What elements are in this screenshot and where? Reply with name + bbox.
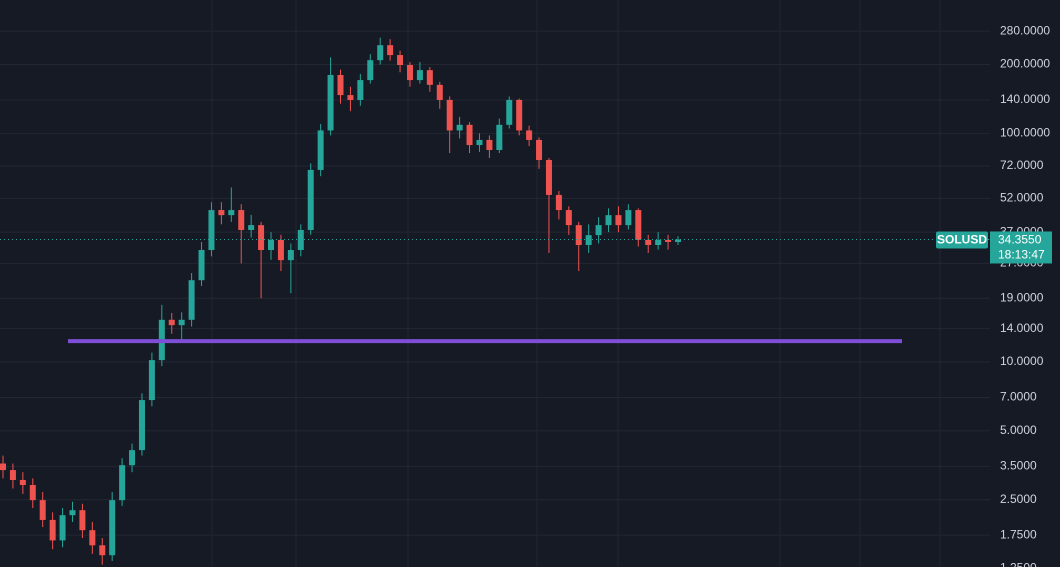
candle-body [347,95,354,100]
candle-body [148,360,155,401]
candle-body [188,280,195,320]
candle-body [655,239,662,245]
candle-body [645,239,652,245]
y-tick-label: 5.0000 [1000,423,1037,437]
candle-body [436,84,443,100]
candle-body [416,70,423,81]
candle-body [635,210,642,240]
y-tick-label: 2.5000 [1000,492,1037,506]
candle-body [456,124,463,131]
candle-body [506,99,513,125]
candle-body [178,319,185,326]
y-tick-label: 7.0000 [1000,390,1037,404]
candle-body [129,450,136,466]
candle-body [496,124,503,150]
candle-body [59,515,66,541]
candle-body [208,210,215,251]
candle-body [138,400,145,451]
candles [0,37,681,565]
candle-body [89,530,96,546]
y-tick-label: 19.0000 [1000,290,1044,304]
candle-body [99,545,106,556]
price-axis: 280.0000 200.0000 140.0000 100.0000 72.0000 5… [1000,23,1050,567]
candle-body [575,225,582,245]
candle-body [0,463,6,471]
candle-body [198,250,205,281]
candle-body [268,239,275,251]
candle-body [228,210,235,216]
candle-body [168,319,175,326]
candle-body [516,99,523,131]
candle-body [367,60,374,81]
candle-body [585,235,592,245]
candle-body [277,239,284,261]
y-tick-label: 10.0000 [1000,354,1044,368]
candle-body [327,74,334,131]
candle-body [665,239,672,242]
candle-body [555,194,562,211]
countdown-label: 18:13:47 [998,248,1045,262]
last-price-box [990,231,1052,264]
candle-body [79,510,86,531]
candle-body [486,139,493,150]
candle-body [19,479,26,485]
symbol-label: SOLUSD [937,233,987,247]
symbol-box [936,231,988,249]
y-tick-label: 280.0000 [1000,23,1050,37]
candle-body [39,500,46,520]
candle-body [615,215,622,226]
candle-body [466,124,473,146]
candle-body [387,45,394,56]
horizontal-grid [0,30,990,536]
candle-body [605,215,612,226]
candle-body [317,130,324,170]
candle-body [49,519,56,541]
candle-body [675,239,681,242]
candle-body [238,210,245,230]
y-tick-label: 3.5000 [1000,458,1037,472]
candle-body [565,210,572,226]
candle-body [595,225,602,236]
candle-body [536,139,543,160]
candle-body [377,45,384,61]
y-tick-label: 100.0000 [1000,126,1050,140]
last-price-label: 34.3550 [998,233,1042,247]
y-tick-label: 1.2500 [1000,561,1037,567]
candle-body [406,65,413,81]
candle-body [625,210,632,226]
candle-body [287,250,294,261]
candle-body [545,159,552,195]
candle-body [109,500,116,556]
vertical-grid [211,0,941,567]
candle-body [357,80,364,100]
candle-body [69,510,76,516]
candle-body [307,169,314,230]
candle-body [397,55,404,66]
candle-body [526,130,533,140]
y-tick-label: 140.0000 [1000,92,1050,106]
y-tick-label: 1.7500 [1000,527,1037,541]
candle-body [476,139,483,146]
candle-body [258,225,265,251]
candle-body [248,225,255,230]
candle-body [218,210,225,216]
candle-body [446,99,453,131]
candle-body [297,229,304,251]
candle-body [426,70,433,85]
y-tick-label: 14.0000 [1000,321,1044,335]
y-tick-label: 52.0000 [1000,190,1044,204]
candle-body [337,74,344,96]
candle-body [29,484,36,501]
y-tick-label: 200.0000 [1000,57,1050,71]
candle-body [119,465,126,501]
candle-body [9,470,16,480]
y-tick-label: 72.0000 [1000,158,1044,172]
